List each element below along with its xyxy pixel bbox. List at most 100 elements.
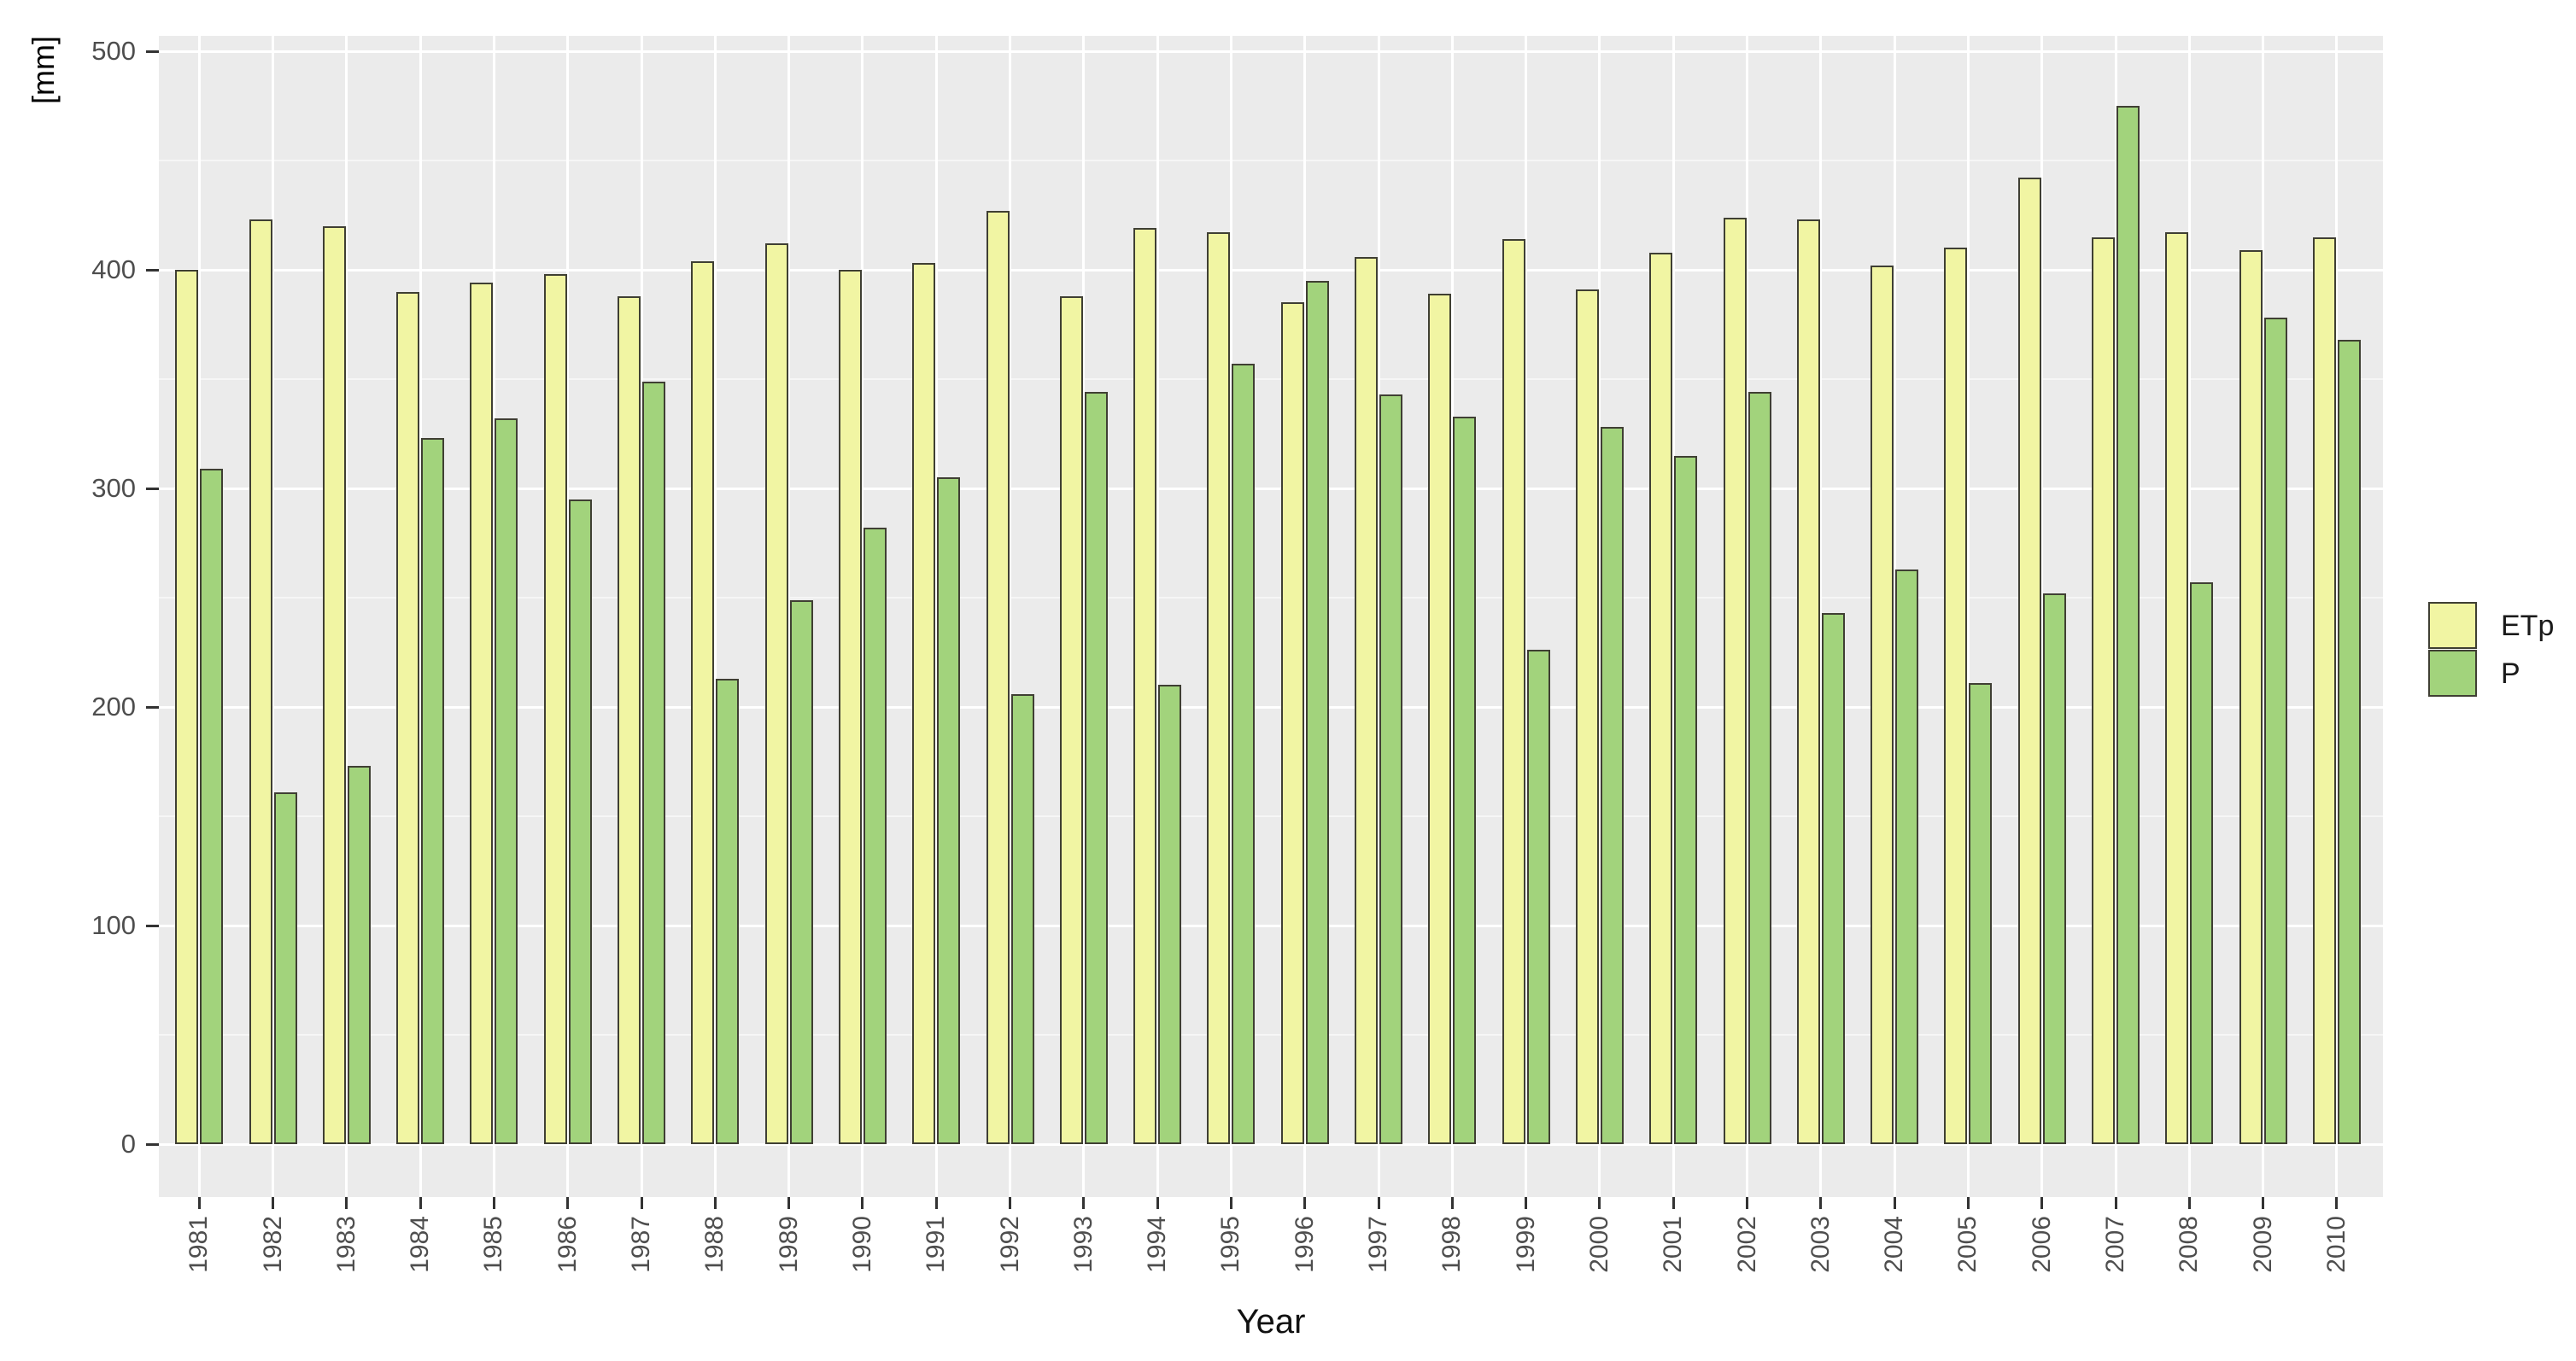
y-axis-tick [146, 924, 159, 927]
gridline-major [159, 268, 2383, 272]
x-tick-label: 1995 [1216, 1216, 1245, 1273]
gridline-vertical [197, 36, 201, 1197]
gridline-minor [159, 597, 2383, 599]
gridline-vertical [1450, 36, 1454, 1197]
x-tick-label: 2002 [1732, 1216, 1761, 1273]
legend-label-etp: ETp [2501, 609, 2555, 642]
x-axis-tick [934, 1197, 938, 1209]
gridline-vertical [1819, 36, 1823, 1197]
gridline-vertical [1893, 36, 1896, 1197]
gridline-minor [159, 378, 2383, 380]
x-tick-label: 2000 [1584, 1216, 1613, 1273]
x-axis-tick [1303, 1197, 1307, 1209]
x-tick-label: 2009 [2248, 1216, 2277, 1273]
x-tick-label: 2003 [1806, 1216, 1835, 1273]
bar-etp-2010 [2312, 237, 2336, 1144]
x-axis-tick [197, 1197, 201, 1209]
bar-p-2001 [1674, 455, 1698, 1144]
bar-p-2010 [2337, 339, 2361, 1144]
bar-etp-2004 [1871, 265, 1894, 1144]
bar-p-1988 [716, 678, 740, 1144]
x-axis-tick [1819, 1197, 1823, 1209]
bar-p-1994 [1158, 685, 1182, 1144]
bar-p-1984 [421, 438, 445, 1144]
legend-key-p-swatch [2428, 650, 2477, 697]
gridline-vertical [492, 36, 495, 1197]
gridline-vertical [1082, 36, 1086, 1197]
gridline-vertical [1156, 36, 1159, 1197]
x-tick-label: 1985 [479, 1216, 508, 1273]
bar-etp-2009 [2239, 249, 2263, 1144]
bar-etp-1989 [764, 243, 788, 1144]
bar-etp-1991 [912, 263, 936, 1144]
y-tick-label: 0 [120, 1129, 136, 1159]
bar-etp-1985 [470, 283, 494, 1144]
y-tick-label: 100 [91, 910, 136, 940]
bar-etp-2006 [2017, 178, 2041, 1144]
y-tick-label: 200 [91, 692, 136, 721]
gridline-major [159, 705, 2383, 709]
x-tick-label: 1986 [553, 1216, 582, 1273]
bar-etp-1987 [618, 295, 641, 1144]
bar-etp-2005 [1944, 248, 1968, 1144]
gridline-vertical [272, 36, 274, 1197]
bar-p-1996 [1305, 280, 1329, 1144]
x-axis-tick [861, 1197, 864, 1209]
x-axis-tick [713, 1197, 717, 1209]
legend-label-p: P [2501, 657, 2520, 690]
y-axis-tick [146, 50, 159, 53]
x-axis-tick [566, 1197, 570, 1209]
gridline-minor [159, 1034, 2383, 1036]
bar-p-1999 [1526, 650, 1550, 1144]
bar-p-1989 [789, 599, 813, 1144]
gridline-minor [159, 160, 2383, 161]
y-axis-tick [146, 705, 159, 709]
bar-p-1982 [273, 791, 297, 1144]
x-axis-tick [2040, 1197, 2044, 1209]
y-tick-label: 500 [91, 36, 136, 66]
x-tick-label: 1983 [331, 1216, 360, 1273]
bar-p-2004 [1895, 569, 1919, 1144]
gridline-major [159, 487, 2383, 490]
x-axis-tick [1893, 1197, 1896, 1209]
x-tick-label: 1997 [1364, 1216, 1392, 1273]
x-axis-tick [492, 1197, 495, 1209]
gridline-major [159, 924, 2383, 927]
x-tick-label: 1987 [627, 1216, 655, 1273]
gridline-vertical [787, 36, 791, 1197]
x-tick-label: 2001 [1659, 1216, 1688, 1273]
gridline-major [159, 1142, 2383, 1146]
gridline-vertical [1966, 36, 1970, 1197]
gridline-vertical [861, 36, 864, 1197]
x-tick-label: 1993 [1068, 1216, 1098, 1273]
x-axis-tick [1671, 1197, 1675, 1209]
bar-etp-1984 [396, 291, 420, 1144]
gridline-minor [159, 815, 2383, 817]
x-tick-label: 2005 [1953, 1216, 1982, 1273]
x-axis-tick [2335, 1197, 2339, 1209]
x-tick-label: 1982 [258, 1216, 287, 1273]
x-axis-tick [787, 1197, 791, 1209]
x-axis-tick [1525, 1197, 1528, 1209]
x-axis-tick [640, 1197, 643, 1209]
x-tick-label: 2004 [1880, 1216, 1909, 1273]
bar-etp-1990 [838, 270, 862, 1144]
x-axis-tick [1746, 1197, 1748, 1209]
bar-etp-1999 [1502, 239, 1525, 1144]
x-tick-label: 1996 [1290, 1216, 1319, 1273]
gridline-vertical [2187, 36, 2191, 1197]
bar-p-2003 [1821, 612, 1845, 1144]
gridline-vertical [2262, 36, 2265, 1197]
bar-etp-2000 [1575, 289, 1599, 1144]
gridline-vertical [419, 36, 422, 1197]
x-axis-tick [1156, 1197, 1159, 1209]
x-axis-tick [345, 1197, 348, 1209]
gridline-vertical [2040, 36, 2044, 1197]
x-tick-label: 1998 [1437, 1216, 1467, 1273]
gridline-vertical [1525, 36, 1528, 1197]
gridline-vertical [1377, 36, 1380, 1197]
gridline-vertical [1303, 36, 1307, 1197]
x-axis-tick [1377, 1197, 1380, 1209]
bar-etp-1995 [1207, 232, 1231, 1144]
gridline-vertical [1598, 36, 1601, 1197]
